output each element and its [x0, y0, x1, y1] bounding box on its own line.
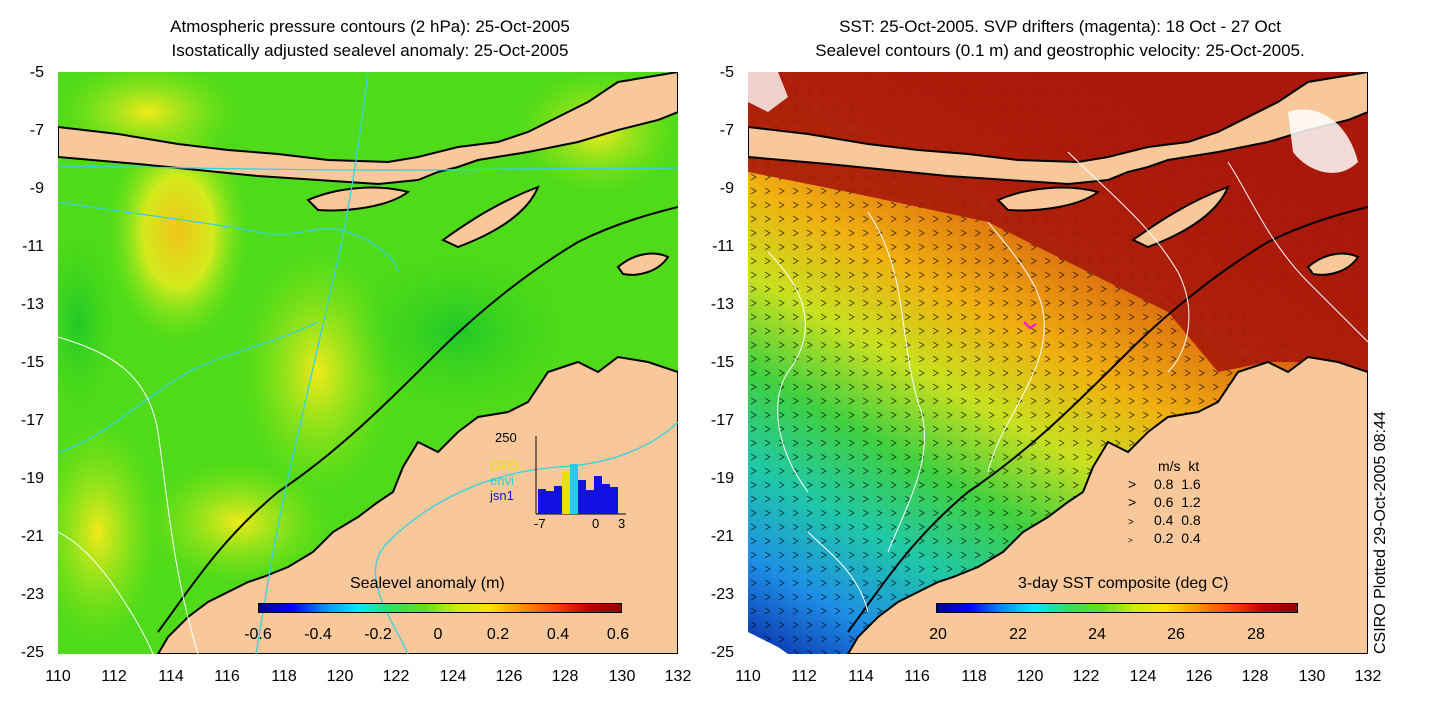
velocity-legend-row: >0.2 0.4 [1128, 530, 1201, 546]
right-xtick: 126 [1185, 668, 1213, 685]
velocity-legend-row: >0.6 1.2 [1128, 494, 1201, 510]
left-ytick: -9 [29, 180, 44, 197]
left-ytick: -11 [22, 238, 44, 255]
sla-map-graphic [58, 72, 678, 654]
left-ytick: -5 [29, 64, 44, 81]
inset-series-gfo: GFO [490, 458, 519, 473]
right-xtick: 120 [1016, 668, 1044, 685]
right-ytick: -17 [710, 412, 734, 429]
sst-colorbar [936, 603, 1298, 613]
left-ytick: -21 [20, 528, 44, 545]
right-xtick: 116 [904, 668, 930, 685]
left-xtick: 120 [326, 668, 354, 685]
left-xtick: 110 [45, 668, 71, 685]
inset-ymax-label: 250 [495, 430, 517, 445]
sst-colorbar-tick: 20 [929, 626, 947, 643]
sla-colorbar-tick: -0.4 [304, 626, 332, 643]
sst-colorbar-tick: 24 [1088, 626, 1106, 643]
left-title-line1: Atmospheric pressure contours (2 hPa): 2… [170, 17, 570, 36]
left-xtick: 114 [158, 668, 184, 685]
right-ytick: -25 [710, 644, 734, 661]
plot-credit: CSIRO Plotted 29-Oct-2005 08:44 [1372, 411, 1389, 654]
right-ytick: -7 [719, 122, 734, 139]
inset-histogram [535, 436, 626, 515]
velocity-legend-header: m/s kt [1158, 458, 1199, 474]
right-xtick: 114 [848, 668, 874, 685]
left-xtick: 118 [271, 668, 297, 685]
velocity-legend-kt-header: kt [1188, 458, 1200, 474]
inset-xtick-mid: 0 [592, 516, 600, 531]
left-xtick: 126 [495, 668, 523, 685]
right-xtick: 118 [961, 668, 987, 685]
left-ytick: -17 [20, 412, 44, 429]
right-ytick: -9 [719, 180, 734, 197]
sealevel-anomaly-map[interactable]: 250 GFO envi jsn1 -7 0 3 [58, 72, 678, 654]
right-ytick: -15 [710, 354, 734, 371]
right-title-line2: Sealevel contours (0.1 m) and geostrophi… [815, 41, 1305, 60]
sla-colorbar-tick: 0 [433, 626, 443, 643]
inset-xtick-right: 3 [618, 516, 626, 531]
right-ytick: -13 [710, 296, 734, 313]
inset-xtick-left: -7 [534, 516, 546, 531]
sla-colorbar-tick: 0.6 [606, 626, 630, 643]
left-xtick: 112 [101, 668, 127, 685]
right-title-line1: SST: 25-Oct-2005. SVP drifters (magenta)… [839, 17, 1281, 36]
sst-map-graphic [748, 72, 1368, 654]
sst-colorbar-title: 3-day SST composite (deg C) [1018, 575, 1229, 592]
left-title-line2: Isostatically adjusted sealevel anomaly:… [171, 41, 569, 60]
inset-series-envi: envi [490, 473, 514, 488]
velocity-legend-row: >0.4 0.8 [1128, 512, 1201, 528]
left-xtick: 128 [551, 668, 579, 685]
sst-colorbar-tick: 26 [1167, 626, 1185, 643]
left-xtick: 130 [608, 668, 636, 685]
right-ytick: -23 [710, 586, 734, 603]
right-ytick: -5 [719, 64, 734, 81]
right-ytick: -21 [710, 528, 734, 545]
inset-series-jsn1: jsn1 [490, 488, 514, 503]
right-xtick: 112 [791, 668, 817, 685]
sst-map[interactable]: m/s kt >0.8 1.6 >0.6 1.2 >0.4 0.8 >0.2 0… [748, 72, 1368, 654]
right-ytick: -11 [712, 238, 734, 255]
left-xtick: 132 [664, 668, 692, 685]
left-ytick: -19 [20, 470, 44, 487]
right-xtick: 132 [1354, 668, 1382, 685]
left-ytick: -23 [20, 586, 44, 603]
sla-colorbar [258, 603, 622, 613]
sla-colorbar-tick: -0.2 [364, 626, 392, 643]
left-xtick: 124 [439, 668, 467, 685]
right-xtick: 128 [1241, 668, 1269, 685]
left-ytick: -13 [20, 296, 44, 313]
sla-colorbar-title: Sealevel anomaly (m) [350, 575, 505, 592]
velocity-legend-row: >0.8 1.6 [1128, 476, 1201, 492]
velocity-legend-ms-header: m/s [1158, 458, 1181, 474]
left-ytick: -25 [20, 644, 44, 661]
left-xtick: 116 [214, 668, 240, 685]
right-xtick: 124 [1129, 668, 1157, 685]
sla-colorbar-tick: -0.6 [244, 626, 272, 643]
right-xtick: 130 [1298, 668, 1326, 685]
right-xtick: 110 [735, 668, 761, 685]
left-ytick: -15 [20, 354, 44, 371]
sst-colorbar-tick: 28 [1247, 626, 1265, 643]
right-ytick: -19 [710, 470, 734, 487]
sla-colorbar-tick: 0.4 [546, 626, 570, 643]
sst-colorbar-tick: 22 [1009, 626, 1027, 643]
left-xtick: 122 [382, 668, 410, 685]
right-xtick: 122 [1072, 668, 1100, 685]
left-ytick: -7 [29, 122, 44, 139]
sla-colorbar-tick: 0.2 [486, 626, 510, 643]
